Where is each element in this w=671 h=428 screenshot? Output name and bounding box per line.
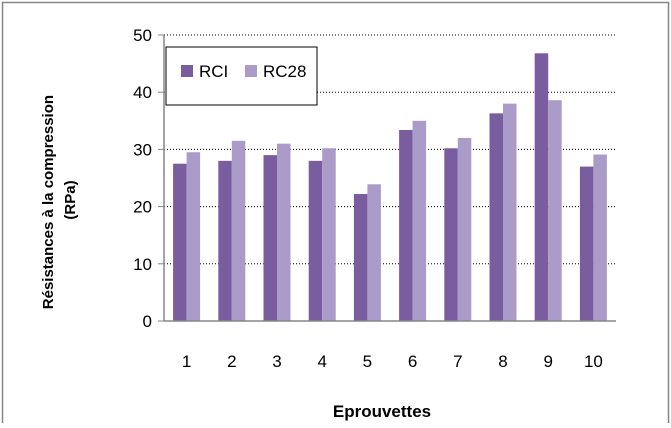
bar-rci-8 xyxy=(489,113,503,321)
y-tick-label-30: 30 xyxy=(133,140,152,159)
x-tick-label-2: 2 xyxy=(227,352,236,371)
y-axis-title: Résistances à la compression (RPa) xyxy=(40,91,79,309)
y-tick-label-0: 0 xyxy=(143,312,152,331)
x-tick-label-5: 5 xyxy=(363,352,372,371)
x-tick-label-9: 9 xyxy=(543,352,552,371)
bar-rci-3 xyxy=(263,155,277,321)
bar-rci-1 xyxy=(173,163,187,321)
x-tick-label-3: 3 xyxy=(272,352,281,371)
bars xyxy=(173,53,607,321)
legend-swatch-rc28 xyxy=(245,65,257,77)
bar-rc28-6 xyxy=(412,120,427,321)
x-axis-title: Eprouvettes xyxy=(333,402,431,421)
y-tick-label-20: 20 xyxy=(133,198,152,217)
x-tick-label-10: 10 xyxy=(584,352,603,371)
bar-rc28-9 xyxy=(548,100,562,321)
axes xyxy=(158,34,616,322)
bar-rc28-10 xyxy=(593,154,607,321)
legend-label-rc28: RC28 xyxy=(263,62,306,81)
legend: RCI RC28 xyxy=(165,46,318,106)
x-tick-label-7: 7 xyxy=(453,352,462,371)
y-axis-title-line-2: (RPa) xyxy=(62,180,79,219)
legend-swatch-rci xyxy=(181,65,193,77)
bar-rc28-7 xyxy=(457,137,472,321)
x-tick-label-8: 8 xyxy=(498,352,507,371)
bar-rci-10 xyxy=(579,166,594,321)
y-tick-label-10: 10 xyxy=(133,255,152,274)
x-tick-label-1: 1 xyxy=(182,352,191,371)
bar-rci-7 xyxy=(444,148,458,321)
bar-rc28-1 xyxy=(186,152,201,321)
x-tick-label-4: 4 xyxy=(317,352,326,371)
bar-rc28-4 xyxy=(322,148,336,321)
bar-rci-5 xyxy=(353,194,368,321)
bar-rc28-8 xyxy=(503,103,517,321)
y-tick-label-40: 40 xyxy=(133,83,152,102)
bar-rc28-3 xyxy=(277,143,291,321)
bar-rci-2 xyxy=(218,160,232,321)
bar-rci-4 xyxy=(308,160,323,321)
bar-rci-6 xyxy=(399,129,413,321)
legend-label-rci: RCI xyxy=(199,62,228,81)
bar-rc28-2 xyxy=(231,140,246,321)
y-tick-label-50: 50 xyxy=(133,26,152,45)
y-tick-labels: 0 10 20 30 40 50 xyxy=(133,26,152,331)
bar-rc28-5 xyxy=(367,184,381,321)
bar-rci-9 xyxy=(534,53,549,321)
x-tick-label-6: 6 xyxy=(408,352,417,371)
y-axis-title-line-1: Résistances à la compression xyxy=(40,95,57,309)
x-tick-labels: 1 2 3 4 5 6 7 8 9 10 xyxy=(182,352,603,371)
